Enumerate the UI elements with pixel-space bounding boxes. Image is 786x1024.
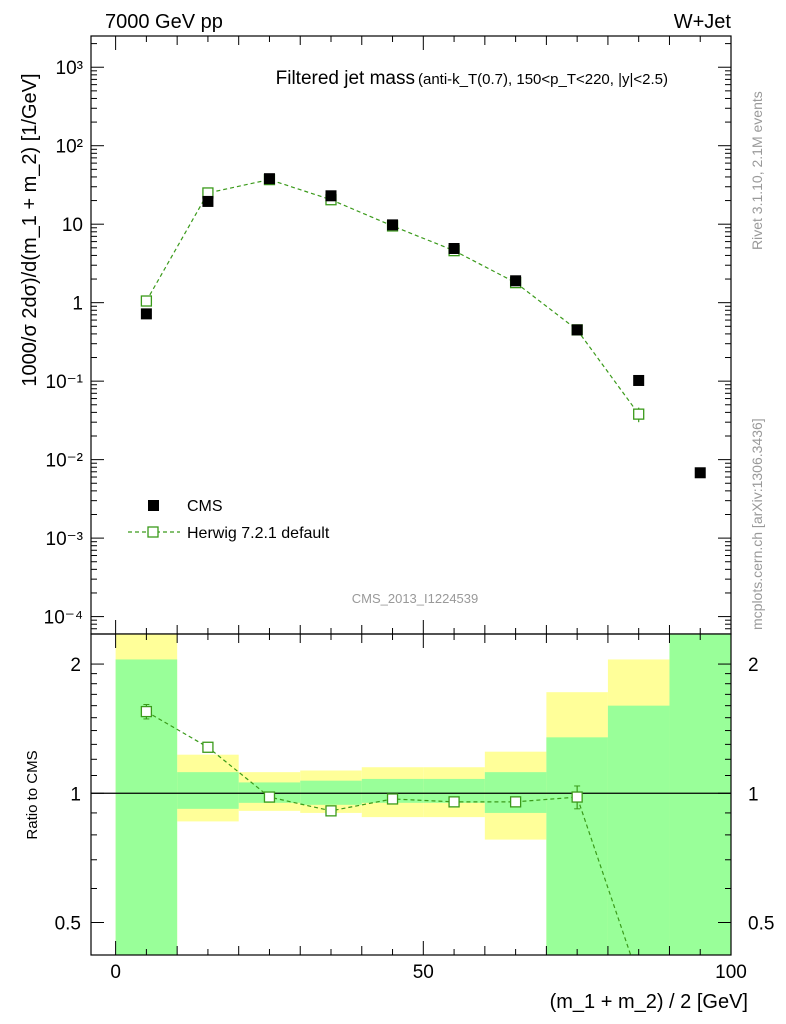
main-y-tick-label: 1 (72, 294, 83, 315)
ratio-band-inner (361, 778, 424, 803)
collision-energy-label: 7000 GeV pp (105, 11, 223, 33)
analysis-id-watermark: CMS_2013_I1224539 (352, 591, 479, 606)
main-y-tick-label: 10² (56, 137, 83, 158)
herwig-point (633, 408, 645, 420)
main-y-tick-label: 10³ (56, 58, 83, 79)
ratio-herwig-point (202, 741, 214, 753)
legend-herwig-label: Herwig 7.2.1 default (187, 525, 330, 542)
legend-cms-label: CMS (187, 498, 223, 515)
ratio-band-inner (115, 659, 178, 955)
main-panel: 10⁻⁴ 10⁻³ 10⁻² 10⁻¹ 1 10 10² 10³ Filtered jet m… (19, 35, 732, 635)
cms-data-point (202, 195, 214, 207)
main-y-axis: 10⁻⁴ 10⁻³ 10⁻² 10⁻¹ 1 10 10² 10³ (44, 43, 731, 635)
ratio-band-inner (669, 634, 731, 955)
cms-data-point (325, 190, 337, 202)
ratio-y-tick-label-right: 1 (748, 784, 759, 805)
ratio-y-tick-label-left: 1 (70, 784, 81, 805)
mcplots-reference-label: mcplots.cern.ch [arXiv:1306.3436] (749, 418, 765, 630)
cms-data-point (633, 374, 645, 386)
ratio-axes: 0.5 0.5 1 1 2 2 0 50 100 (55, 36, 774, 983)
x-axis-label: (m_1 + m_2) / 2 [GeV] (550, 991, 748, 1013)
main-frame (90, 35, 732, 635)
main-y-tick-label: 10⁻⁴ (44, 608, 83, 629)
rivet-version-label: Rivet 3.1.10, 2.1M events (749, 91, 765, 250)
cms-data-point (510, 275, 522, 287)
herwig-line (145, 178, 640, 415)
ratio-panel: 0.5 0.5 1 1 2 2 0 50 100 Ratio to CMS (m_1 + m_2… (24, 36, 774, 1013)
ratio-band-inner (546, 737, 608, 955)
ratio-frame (90, 633, 732, 956)
ratio-herwig-point (448, 796, 460, 808)
main-plot-content (140, 173, 706, 479)
ratio-herwig-point (386, 793, 399, 805)
ratio-y-tick-label-left: 2 (70, 655, 81, 676)
chart-subtitle: (anti-k_T(0.7), 150<p_T<220, |y|<2.5) (418, 71, 668, 88)
main-y-tick-label: 10 (62, 215, 83, 236)
main-y-tick-label: 10⁻² (46, 451, 84, 472)
process-label: W+Jet (674, 11, 732, 33)
legend: CMS Herwig 7.2.1 default (128, 498, 330, 542)
herwig-point (140, 295, 153, 307)
ratio-herwig-point (571, 791, 583, 803)
legend-herwig-marker (147, 526, 159, 538)
x-tick-label: 50 (413, 962, 434, 983)
cms-data-point (571, 324, 583, 336)
ratio-y-tick-label-left: 0.5 (55, 913, 81, 934)
ratio-herwig-point (509, 796, 522, 808)
cms-data-point (387, 219, 399, 231)
main-y-axis-label: 1000/σ 2dσ)/d(m_1 + m_2) [1/GeV] (19, 73, 41, 386)
ratio-herwig-point (140, 705, 153, 718)
x-tick-label: 0 (110, 962, 121, 983)
ratio-band-inner (423, 778, 485, 803)
ratio-plot-content (91, 634, 731, 955)
ratio-herwig-point (263, 791, 276, 803)
legend-cms-marker (148, 500, 159, 511)
main-y-tick-label: 10⁻¹ (46, 372, 84, 393)
ratio-y-axis-label: Ratio to CMS (24, 750, 41, 839)
cms-data-point (140, 308, 152, 320)
ratio-herwig-point (325, 805, 337, 817)
x-tick-label: 100 (715, 962, 747, 983)
main-y-tick-label: 10⁻³ (46, 529, 84, 550)
ratio-series-group (140, 704, 632, 955)
ratio-band-inner (607, 705, 670, 955)
cms-data-point (263, 173, 275, 185)
chart-title: Filtered jet mass (276, 68, 415, 89)
cms-data-point (694, 467, 706, 479)
ratio-y-tick-label-right: 0.5 (748, 913, 774, 934)
ratio-y-tick-label-right: 2 (748, 655, 759, 676)
ratio-band-inner (177, 772, 239, 809)
cms-data-point (448, 243, 460, 255)
